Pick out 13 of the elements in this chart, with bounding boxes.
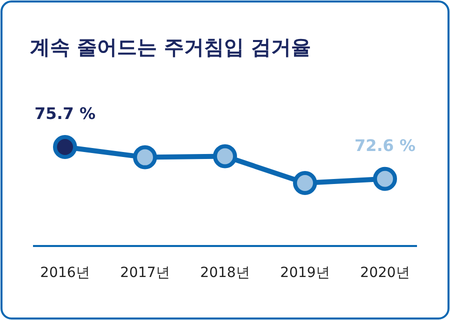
x-tick-label: 2016년 [40,265,90,281]
x-tick-label: 2017년 [120,265,170,281]
x-tick-label: 2018년 [200,265,250,281]
point [373,166,397,191]
point [53,135,77,159]
chart-title: 계속 줄어드는 주거침입 검거율 [30,35,311,59]
x-tick-label: 2020년 [360,265,410,281]
point [133,145,157,170]
data-label: 75.7 % [34,104,96,123]
point [293,171,317,195]
x-tick-label: 2019년 [280,265,330,281]
data-label: 72.6 % [354,136,416,155]
point [213,144,237,168]
